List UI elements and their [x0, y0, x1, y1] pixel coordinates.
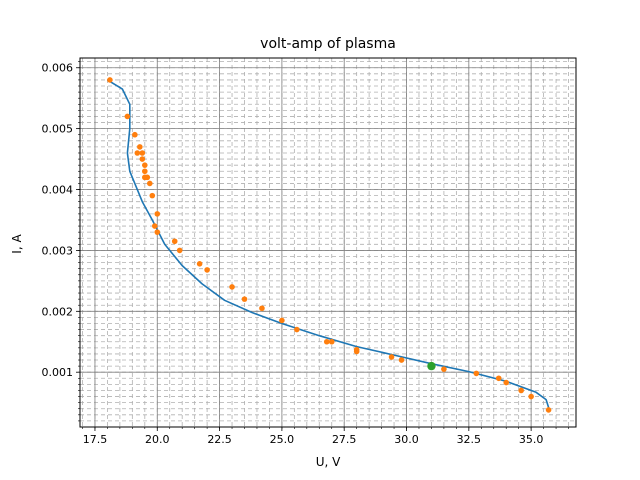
data-point	[388, 354, 395, 360]
data-point	[107, 77, 113, 83]
x-tick-label: 22.5	[207, 433, 232, 446]
y-axis-label: I, A	[10, 234, 24, 254]
data-point	[229, 284, 235, 290]
x-tick-label: 32.5	[457, 433, 482, 446]
data-point	[132, 131, 138, 138]
data-point	[259, 305, 265, 312]
y-axis-ticks: 0.001 0.002 0.003 0.004 0.005 0.006	[42, 61, 80, 422]
data-point	[139, 156, 146, 162]
data-point	[545, 407, 552, 413]
data-point	[495, 375, 502, 382]
y-tick-label: 0.006	[42, 62, 74, 75]
x-tick-label: 27.5	[332, 433, 357, 446]
x-tick-label: 20.0	[145, 433, 170, 446]
data-point	[134, 150, 141, 156]
data-point	[323, 338, 330, 345]
data-point	[124, 113, 131, 120]
x-axis-label: U, V	[316, 455, 341, 469]
highlight-point	[427, 361, 436, 371]
x-tick-label: 30.0	[394, 433, 419, 446]
y-tick-label: 0.004	[42, 184, 74, 197]
x-tick-label: 35.0	[519, 433, 544, 446]
data-point	[294, 326, 300, 333]
y-tick-label: 0.003	[42, 244, 74, 257]
data-point	[144, 174, 151, 181]
chart-title: volt-amp of plasma	[260, 36, 396, 52]
data-point	[328, 338, 335, 345]
data-point	[171, 238, 178, 245]
data-point	[279, 317, 285, 324]
data-point	[149, 192, 156, 199]
data-points	[107, 77, 552, 413]
plot-frame	[79, 57, 577, 428]
x-axis-ticks: 17.5 20.0 22.5 25.0 27.5 30.0 32.5 35.0	[82, 427, 569, 446]
data-point	[142, 168, 148, 175]
data-point	[137, 144, 143, 150]
data-point	[441, 366, 447, 372]
data-point	[146, 180, 153, 187]
data-point	[139, 150, 146, 156]
data-point	[142, 162, 148, 168]
data-point	[398, 357, 405, 363]
highlight-marker	[427, 361, 436, 371]
x-tick-label: 17.5	[83, 433, 108, 446]
data-point	[151, 223, 158, 229]
data-point	[154, 211, 161, 217]
data-point	[196, 261, 203, 267]
data-point	[241, 296, 248, 302]
data-point	[154, 229, 161, 235]
x-tick-label: 25.0	[270, 433, 295, 446]
data-point	[204, 267, 210, 273]
y-tick-label: 0.001	[42, 366, 74, 379]
data-point	[176, 247, 183, 254]
grid	[80, 58, 576, 427]
data-point	[353, 348, 360, 355]
y-tick-label: 0.002	[42, 305, 74, 318]
data-point	[473, 370, 480, 377]
data-point	[503, 379, 510, 386]
y-tick-label: 0.005	[42, 123, 74, 136]
data-point	[518, 387, 524, 394]
data-point	[528, 393, 534, 400]
